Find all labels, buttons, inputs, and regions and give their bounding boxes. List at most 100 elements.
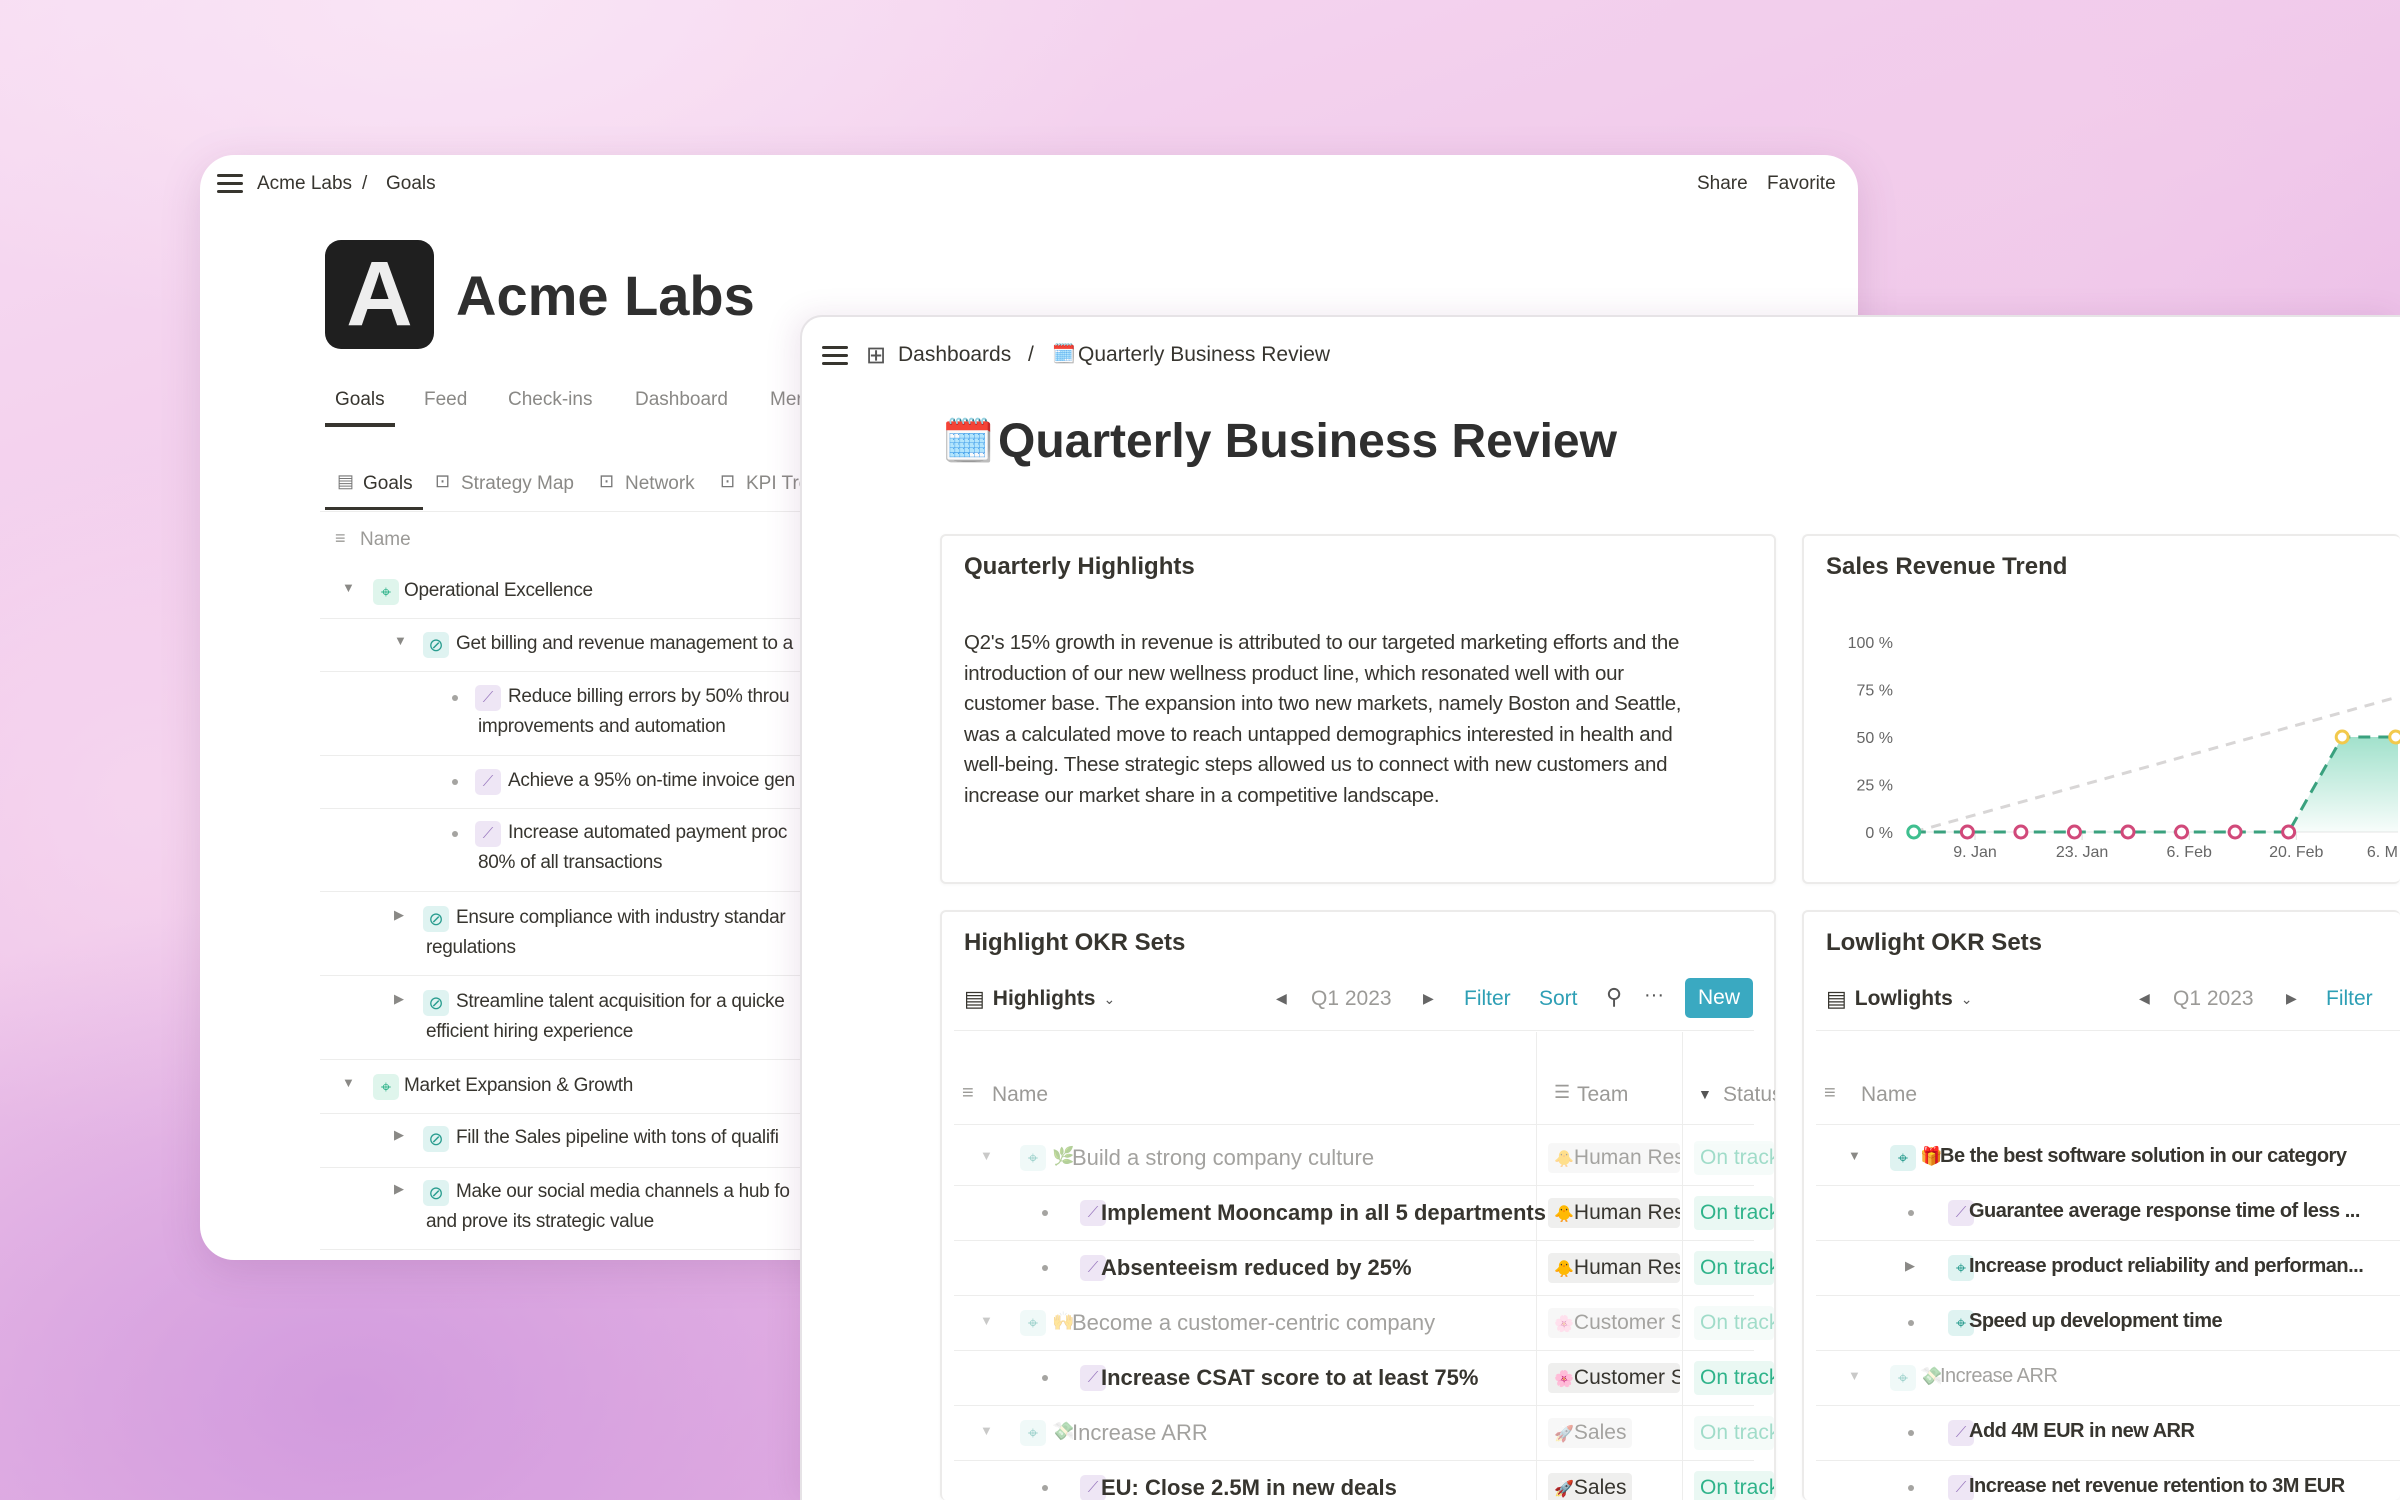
team-badge[interactable]: 🌸Customer Success — [1548, 1308, 1680, 1338]
caret-down-icon[interactable]: ▼ — [342, 1075, 355, 1090]
filter-button[interactable]: Filter — [1464, 987, 1511, 1010]
more-icon[interactable]: ··· — [1644, 984, 1664, 1006]
highlights-view-selector[interactable]: ▤ Highlights ⌄ — [964, 986, 1115, 1012]
objective-title[interactable]: Increase product reliability and perform… — [1969, 1255, 2364, 1277]
name-column-header[interactable]: Name — [360, 529, 411, 550]
tab-feed[interactable]: Feed — [424, 389, 468, 410]
status-badge[interactable]: On track — [1694, 1196, 1774, 1230]
tab-goals[interactable]: Goals — [335, 389, 385, 410]
key-result-title: Achieve a 95% on-time invoice gen — [508, 770, 795, 791]
key-result-icon: ⟋ — [475, 769, 501, 795]
key-result-title[interactable]: Increase net revenue retention to 3M EUR — [1969, 1475, 2345, 1497]
objective-title[interactable]: Be the best software solution in our cat… — [1940, 1145, 2347, 1167]
caret-right-icon[interactable]: ▶ — [394, 907, 404, 922]
calendar-icon: 🗓️ — [942, 417, 995, 464]
key-result-title[interactable]: Implement Mooncamp in all 5 departments — [1101, 1200, 1546, 1225]
tab-dashboard[interactable]: Dashboard — [635, 389, 728, 410]
chevron-down-icon[interactable]: ⌄ — [1103, 990, 1116, 1007]
caret-right-icon[interactable]: ▶ — [394, 1181, 404, 1196]
filter-button[interactable]: Filter — [2326, 987, 2373, 1010]
goal-title-line2: regulations — [426, 937, 516, 958]
status-badge[interactable]: On track — [1694, 1141, 1774, 1175]
objective-title[interactable]: Become a customer-centric company — [1072, 1310, 1436, 1335]
team-name: Sales — [1573, 1476, 1627, 1499]
tab-mer[interactable]: Mer — [770, 389, 803, 410]
team-badge[interactable]: 🚀Sales — [1548, 1418, 1633, 1448]
status-badge[interactable]: On track — [1694, 1416, 1774, 1450]
name-column-header[interactable]: Name — [1861, 1083, 1918, 1106]
status-badge[interactable]: On track — [1694, 1251, 1774, 1285]
view-strategy-map[interactable]: Strategy Map — [461, 473, 574, 494]
key-result-title[interactable]: Absenteeism reduced by 25% — [1101, 1255, 1412, 1280]
key-result-icon: ⟋ — [1080, 1365, 1106, 1391]
caret-down-icon[interactable]: ▼ — [980, 1313, 993, 1328]
team-emoji-icon: 🐥 — [1554, 1206, 1574, 1223]
caret-down-icon[interactable]: ▼ — [1848, 1368, 1861, 1383]
lowlights-view-selector[interactable]: ▤ Lowlights ⌄ — [1826, 986, 1973, 1012]
calendar-icon: 🗓️ — [1052, 344, 1076, 365]
status-badge[interactable]: On track — [1694, 1361, 1774, 1395]
view-goals[interactable]: Goals — [363, 473, 413, 494]
caret-right-icon[interactable]: ▶ — [394, 991, 404, 1006]
highlights-text-line: was a calculated move to reach untapped … — [964, 722, 1673, 746]
tab-check-ins[interactable]: Check-ins — [508, 389, 593, 410]
team-badge[interactable]: 🐥Human Resources — [1548, 1198, 1680, 1228]
period-label: Q1 2023 — [2173, 987, 2254, 1010]
share-button[interactable]: Share — [1697, 173, 1748, 194]
caret-right-icon[interactable]: ▶ — [394, 1127, 404, 1142]
team-badge[interactable]: 🚀Sales — [1548, 1473, 1633, 1500]
objective-title[interactable]: Increase ARR — [1940, 1365, 2058, 1387]
status-column-header[interactable]: Status — [1723, 1083, 1775, 1106]
sort-button[interactable]: Sort — [1539, 987, 1578, 1010]
key-result-title[interactable]: Increase CSAT score to at least 75% — [1101, 1365, 1479, 1390]
caret-down-icon[interactable]: ▼ — [342, 580, 355, 595]
search-icon[interactable]: ⚲ — [1606, 984, 1623, 1009]
menu-icon[interactable] — [822, 346, 848, 366]
caret-down-icon[interactable]: ▼ — [394, 633, 407, 648]
row-divider — [1816, 1240, 2400, 1241]
status-badge[interactable]: On track — [1694, 1306, 1774, 1340]
next-period-icon[interactable]: ▶ — [2286, 990, 2297, 1006]
team-column-header[interactable]: Team — [1577, 1083, 1629, 1106]
status-badge[interactable]: On track — [1694, 1471, 1774, 1500]
objective-title[interactable]: Speed up development time — [1969, 1310, 2223, 1332]
key-result-title[interactable]: Guarantee average response time of less … — [1969, 1200, 2360, 1222]
objective-title[interactable]: Increase ARR — [1072, 1420, 1208, 1445]
team-badge[interactable]: 🌸Customer Success — [1548, 1363, 1680, 1393]
bullet-icon — [1042, 1210, 1048, 1216]
breadcrumb-current[interactable]: Quarterly Business Review — [1078, 343, 1331, 366]
new-button[interactable]: New — [1685, 978, 1753, 1018]
breadcrumb-separator: / — [1028, 343, 1034, 366]
view-icon: ▤ — [964, 986, 985, 1011]
breadcrumb-dashboards[interactable]: Dashboards — [898, 343, 1012, 366]
caret-right-icon[interactable]: ▶ — [1905, 1258, 1915, 1273]
breadcrumb-goals[interactable]: Goals — [386, 173, 436, 194]
name-column-header[interactable]: Name — [992, 1083, 1049, 1106]
prev-period-icon[interactable]: ◀ — [2139, 990, 2150, 1006]
objective-title[interactable]: Build a strong company culture — [1072, 1145, 1375, 1170]
key-result-title[interactable]: EU: Close 2.5M in new deals — [1101, 1475, 1397, 1500]
next-period-icon[interactable]: ▶ — [1423, 990, 1434, 1006]
row-divider — [320, 1249, 920, 1250]
caret-down-icon[interactable]: ▼ — [980, 1423, 993, 1438]
caret-down-icon[interactable]: ▼ — [1848, 1148, 1861, 1163]
team-badge[interactable]: 🐥Human Resources — [1548, 1253, 1680, 1283]
compass-icon: ⊘ — [423, 632, 449, 658]
menu-icon[interactable] — [217, 174, 243, 194]
dashboard-window: ⊞ Dashboards / 🗓️ Quarterly Business Rev… — [800, 315, 2400, 1500]
objective-emoji-icon: 💸 — [1052, 1421, 1075, 1441]
prev-period-icon[interactable]: ◀ — [1276, 990, 1287, 1006]
x-tick-label: 23. Jan — [2056, 844, 2108, 861]
favorite-button[interactable]: Favorite — [1767, 173, 1836, 194]
data-point-off-track — [1959, 824, 1975, 840]
caret-down-icon[interactable]: ▼ — [980, 1148, 993, 1163]
highlights-text-line: increase our market share in a competiti… — [964, 783, 1440, 807]
key-result-title[interactable]: Add 4M EUR in new ARR — [1969, 1420, 2195, 1442]
team-badge[interactable]: 🐥Human Resources — [1548, 1143, 1680, 1173]
view-network[interactable]: Network — [625, 473, 695, 494]
breadcrumb-acme-labs[interactable]: Acme Labs — [257, 173, 353, 194]
chevron-down-icon[interactable]: ⌄ — [1960, 990, 1973, 1007]
data-point-at-risk — [2334, 729, 2350, 745]
team-name: Human Resources — [1573, 1201, 1680, 1224]
view-kpi-tre[interactable]: KPI Tre — [746, 473, 810, 494]
